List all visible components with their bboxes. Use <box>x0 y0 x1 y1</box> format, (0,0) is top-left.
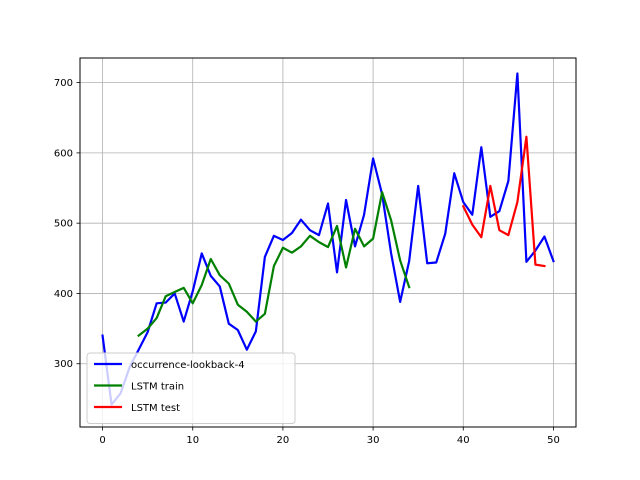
series-line-lstm-train <box>137 191 411 338</box>
x-tick-label: 50 <box>547 435 560 446</box>
y-tick-label: 600 <box>54 148 73 159</box>
legend-label: occurrence-lookback-4 <box>131 360 245 371</box>
x-tick-label: 40 <box>457 435 470 446</box>
series-layer <box>101 72 555 406</box>
x-tick-label: 20 <box>277 435 290 446</box>
y-tick-label: 300 <box>54 359 73 370</box>
legend-label: LSTM train <box>131 382 184 393</box>
y-axis: 300 400 500 600 700 <box>54 78 80 370</box>
x-tick-label: 30 <box>367 435 380 446</box>
legend: occurrence-lookback-4 LSTM train LSTM test <box>86 352 296 424</box>
x-axis: 0 10 20 30 40 50 <box>99 427 560 446</box>
y-tick-label: 500 <box>54 219 73 230</box>
x-tick-label: 10 <box>186 435 199 446</box>
legend-box <box>86 352 296 424</box>
x-tick-label: 0 <box>99 435 105 446</box>
legend-label: LSTM test <box>131 403 180 414</box>
plot-area-frame <box>79 57 577 428</box>
series-line-lstm-test <box>461 135 546 268</box>
grid-lines <box>80 58 576 427</box>
y-tick-label: 700 <box>54 78 73 89</box>
series-line-occurrence-lookback-4 <box>101 72 555 406</box>
y-tick-label: 400 <box>54 289 73 300</box>
